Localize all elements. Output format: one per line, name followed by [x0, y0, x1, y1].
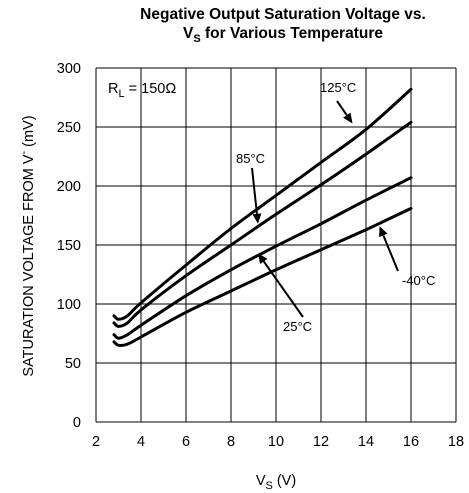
- x-axis-label-sub: S: [265, 480, 272, 492]
- y-tick-label: 300: [57, 61, 81, 77]
- annotation-arrow-neg40c: [382, 234, 399, 272]
- x-tick-label: 2: [92, 434, 100, 450]
- x-axis-label: VS (V): [256, 473, 296, 492]
- x-axis-label-v: V: [256, 473, 266, 489]
- y-tick-label: 0: [73, 415, 81, 431]
- annotation-label-25c: 25°C: [283, 319, 312, 334]
- y-axis-label: SATURATION VOLTAGE FROM V- (mV): [18, 115, 37, 376]
- annotation-arrowhead-125c: [343, 112, 353, 124]
- y-axis-label-sup: -: [18, 151, 30, 155]
- x-tick-label: 16: [403, 434, 419, 450]
- chart-title-line2: VS for Various Temperature: [183, 25, 383, 45]
- y-tick-label: 250: [57, 120, 81, 136]
- condition-r: R: [108, 81, 118, 97]
- annotation-arrow-125c: [336, 100, 348, 116]
- x-tick-label: 4: [137, 434, 145, 450]
- chart-title-rest: for Various Temperature: [201, 25, 384, 42]
- condition-label: RL = 150Ω: [108, 81, 176, 100]
- tick-labels: 2 4 6 8 10 12 14 16 18 0 50 100 150 200 250 300: [57, 61, 464, 450]
- annotation-arrowhead-85c: [252, 213, 262, 224]
- chart-title-sub: S: [193, 33, 200, 45]
- chart-title-v: V: [183, 25, 194, 42]
- annotation-labels: 125°C 85°C 25°C -40°C: [236, 80, 435, 334]
- y-tick-label: 100: [57, 297, 81, 313]
- x-tick-label: 8: [227, 434, 235, 450]
- x-tick-label: 14: [358, 434, 374, 450]
- chart-title-line1: Negative Output Saturation Voltage vs.: [140, 6, 426, 23]
- condition-sub: L: [118, 88, 124, 100]
- y-axis-label-unit: (mV): [21, 115, 37, 150]
- annotation-arrow-85c: [251, 167, 258, 214]
- x-tick-label: 10: [268, 434, 284, 450]
- x-tick-label: 12: [313, 434, 329, 450]
- x-axis-label-rest: (V): [273, 473, 296, 489]
- annotation-arrows: [251, 100, 399, 318]
- x-tick-label: 6: [182, 434, 190, 450]
- y-tick-label: 150: [57, 238, 81, 254]
- annotation-label-85c: 85°C: [236, 151, 265, 166]
- annotation-label-125c: 125°C: [320, 80, 356, 95]
- annotation-arrowhead-25c: [258, 253, 268, 265]
- annotation-arrow-25c: [262, 260, 304, 318]
- y-tick-label: 50: [65, 356, 81, 372]
- series-line-25c: [112, 176, 413, 340]
- series-line-125c: [112, 87, 413, 321]
- annotation-arrowhead-neg40c: [379, 226, 388, 238]
- condition-rest: = 150Ω: [125, 81, 177, 97]
- y-tick-label: 200: [57, 179, 81, 195]
- y-axis-label-main: SATURATION VOLTAGE FROM V: [21, 154, 37, 376]
- series-lines: [112, 87, 413, 347]
- x-tick-label: 18: [448, 434, 464, 450]
- series-line-85c: [112, 120, 413, 328]
- annotation-label-neg40c: -40°C: [402, 273, 435, 288]
- series-line-neg40c: [112, 206, 413, 347]
